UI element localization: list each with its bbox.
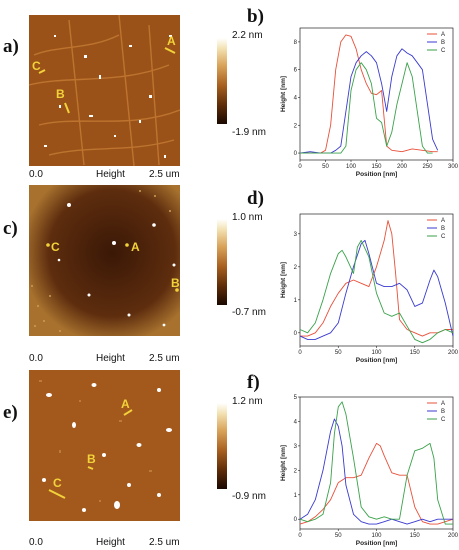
y-axis-title: Height [nm] (280, 445, 287, 481)
y-tick-label: 5 (294, 395, 298, 401)
x-tick-label: 100 (371, 350, 382, 356)
height-profile-chart-f: 0 50 100 150 200 0 1 2 3 4 5 Position [nm] Height [n… (280, 395, 459, 547)
legend-label-C: C (441, 48, 446, 54)
x-tick-label: 150 (371, 164, 382, 170)
y-tick-label: 0 (294, 151, 298, 157)
series-line-A (300, 220, 453, 337)
series-line-A (300, 34, 438, 154)
legend-label-C: C (441, 417, 446, 423)
y-tick-label: 3 (294, 232, 298, 238)
color-scale-bar-c (217, 219, 227, 305)
x-axis-title: Position [nm] (356, 540, 398, 547)
marker-a-B: B (56, 87, 65, 101)
axis-end-a: 2.5 um (149, 169, 180, 180)
plot-frame (299, 27, 454, 161)
height-profile-chart-b: 0 50 100 150 200 250 300 0 2 4 6 8 Position [nm] Heig… (280, 27, 459, 178)
x-tick-label: 100 (371, 533, 382, 539)
marker-c-C: C (51, 240, 60, 254)
scale-max-a: 2.2 nm (232, 30, 263, 41)
panel-label-e: e) (3, 402, 18, 423)
x-tick-label: 200 (448, 350, 459, 356)
x-tick-label: 200 (397, 164, 408, 170)
series-line-C (299, 239, 454, 344)
panel-label-c: c) (3, 218, 18, 239)
legend-label-B: B (441, 409, 445, 415)
x-tick-label: 300 (448, 164, 459, 170)
color-scale-bar-a (217, 38, 227, 124)
y-tick-label: 0 (294, 517, 298, 523)
scale-min-a: -1.9 nm (232, 127, 266, 138)
panel-label-d: d) (247, 188, 264, 209)
series-line-B (299, 418, 453, 525)
height-profile-chart-d: 0 50 100 150 200 0 1 2 3 Position [nm] Height [nm]… (280, 213, 459, 364)
axis-end-e: 2.5 um (149, 537, 180, 548)
marker-c-A: A (131, 240, 140, 254)
y-tick-label: 2 (294, 265, 298, 271)
legend-label-B: B (441, 226, 445, 232)
marker-e-A: A (121, 397, 130, 411)
marker-c-B: B (171, 276, 180, 290)
y-tick-label: 3 (294, 444, 298, 450)
y-tick-label: 1 (294, 493, 298, 499)
afm-image-e: A B C (29, 370, 180, 521)
y-tick-label: 6 (294, 68, 298, 74)
marker-a-C: C (32, 59, 41, 73)
marker-e-B: B (87, 452, 96, 466)
series-line-B (299, 239, 454, 340)
series-line-A (299, 442, 454, 525)
x-tick-label: 50 (335, 350, 342, 356)
scale-min-c: -0.7 nm (232, 307, 266, 318)
series-line-B (299, 48, 439, 154)
y-tick-label: 2 (294, 468, 298, 474)
x-tick-label: 150 (410, 350, 421, 356)
afm-image-c: C A B (29, 185, 180, 336)
legend-label-C: C (441, 234, 446, 240)
marker-a-A: A (167, 34, 176, 48)
x-tick-label: 0 (298, 350, 302, 356)
axis-start-c: 0.0 (29, 353, 43, 364)
y-tick-label: 1 (294, 298, 298, 304)
y-tick-label: 0 (294, 331, 298, 337)
scale-max-e: 1.2 nm (232, 396, 263, 407)
marker-e-C: C (53, 476, 62, 490)
legend-label-A: A (441, 401, 445, 407)
scale-max-c: 1.0 nm (232, 212, 263, 223)
x-tick-label: 100 (346, 164, 357, 170)
axis-start-e: 0.0 (29, 537, 43, 548)
x-axis-title: Position [nm] (356, 171, 398, 178)
y-tick-label: 2 (294, 123, 298, 129)
x-tick-label: 50 (335, 533, 342, 539)
y-tick-label: 4 (294, 95, 298, 101)
channel-label-c: Height (96, 353, 125, 364)
color-scale-bar-e (217, 403, 227, 489)
axis-end-c: 2.5 um (149, 353, 180, 364)
legend-label-B: B (441, 40, 445, 46)
legend-label-A: A (441, 32, 445, 38)
legend-label-A: A (441, 218, 445, 224)
x-tick-label: 0 (298, 164, 302, 170)
axis-start-a: 0.0 (29, 169, 43, 180)
x-tick-label: 150 (410, 533, 421, 539)
panel-label-b: b) (247, 6, 264, 27)
afm-image-a: A C B (29, 15, 180, 166)
series-line-C (300, 62, 433, 154)
y-tick-label: 4 (294, 419, 298, 425)
series-line-C (299, 401, 453, 525)
channel-label-a: Height (96, 169, 125, 180)
y-tick-label: 8 (294, 40, 298, 46)
y-axis-title: Height [nm] (280, 262, 287, 298)
scale-min-e: -0.9 nm (232, 491, 266, 502)
x-tick-label: 250 (422, 164, 433, 170)
channel-label-e: Height (96, 537, 125, 548)
x-axis-title: Position [nm] (356, 357, 398, 364)
x-tick-label: 0 (298, 533, 302, 539)
x-tick-label: 50 (322, 164, 329, 170)
panel-label-a: a) (3, 36, 19, 57)
panel-label-f: f) (247, 372, 260, 393)
y-axis-title: Height [nm] (280, 76, 287, 112)
x-tick-label: 200 (448, 533, 459, 539)
